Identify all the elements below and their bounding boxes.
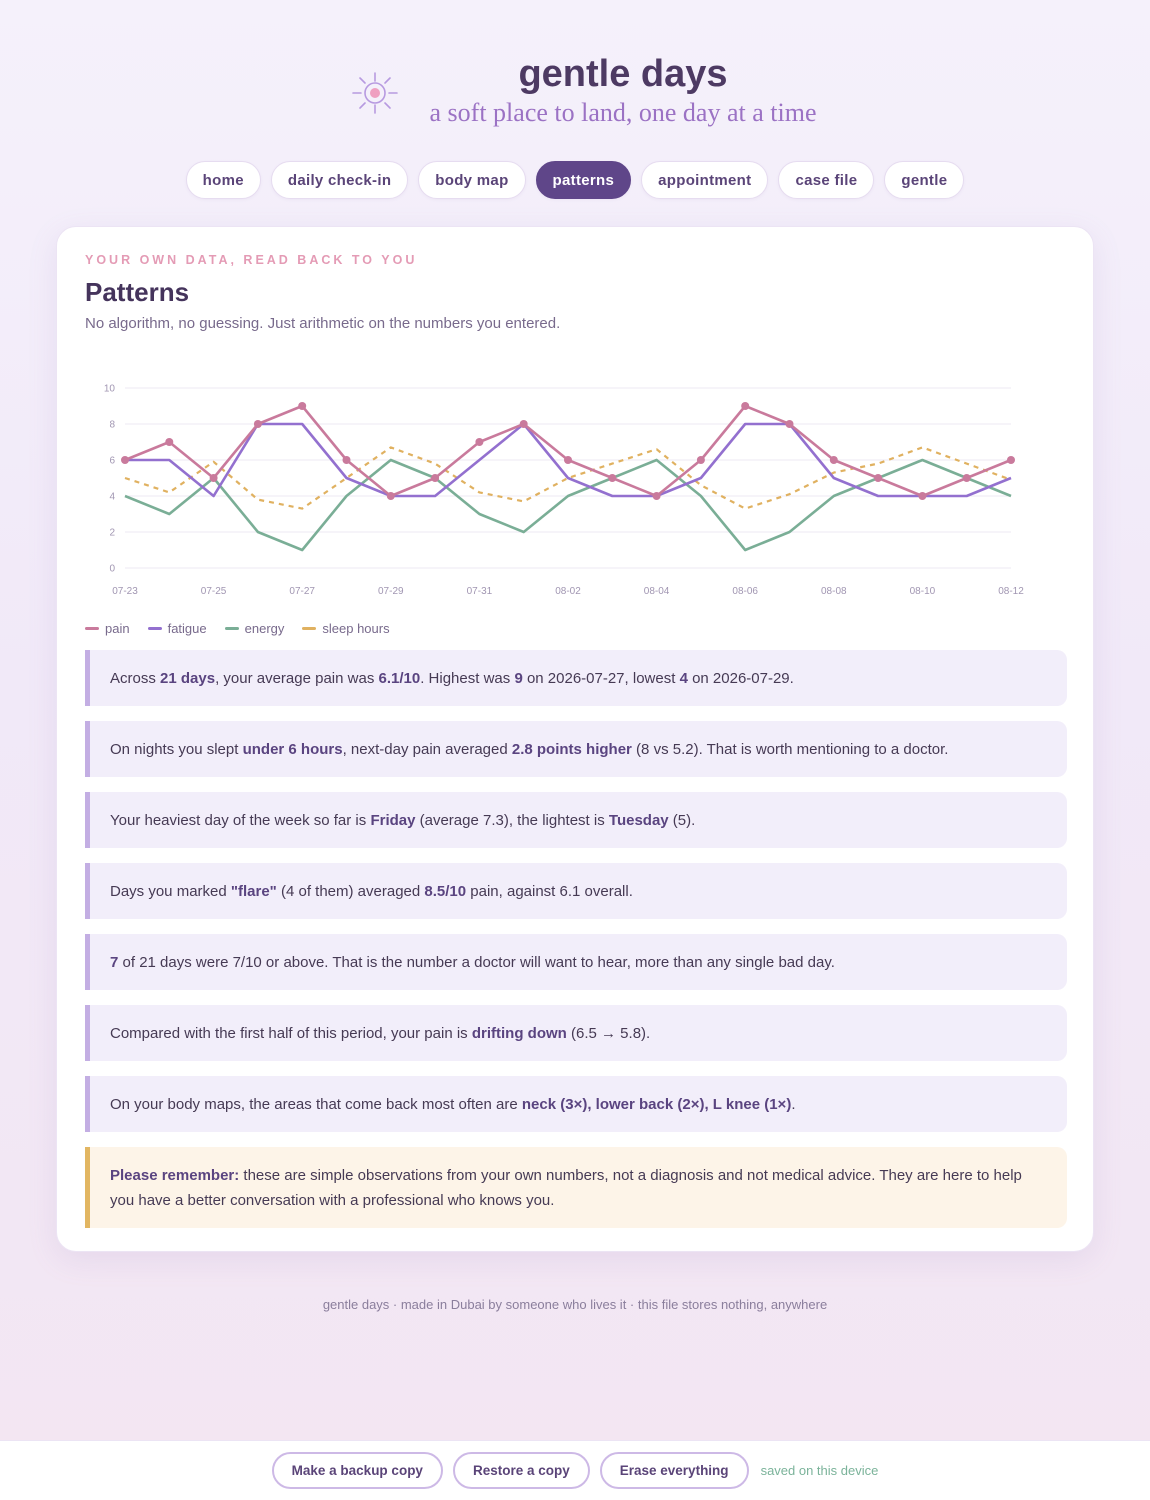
legend-label: pain [105, 621, 130, 636]
insight-text: Days you marked "flare" (4 of them) aver… [110, 882, 633, 900]
data-point [519, 420, 528, 428]
line-chart: 0 2 4 6 8 10 07-23 07-25 07-27 07-29 07-31 08-02 08-… [104, 384, 1024, 598]
insight-text: On nights you slept under 6 hours, next-… [110, 740, 949, 758]
data-point [564, 456, 572, 464]
data-point [253, 420, 262, 428]
app-title: gentle days [518, 53, 728, 95]
main-nav: home daily check-in body map patterns ap… [0, 161, 1150, 199]
reminder-callout: Please remember: these are simple observ… [85, 1147, 1067, 1228]
data-point [121, 456, 129, 464]
x-tick-label: 07-27 [289, 586, 315, 597]
x-tick-label: 08-04 [644, 586, 670, 597]
series-line-pain [124, 404, 1012, 498]
app-header: gentle days a soft place to land, one da… [0, 52, 1150, 132]
insight-card: Days you marked "flare" (4 of them) aver… [85, 863, 1067, 919]
x-tick-label: 07-25 [201, 586, 227, 597]
legend-item: sleep hours [302, 621, 390, 636]
save-status: saved on this device [760, 1463, 879, 1478]
insight-card: Compared with the first half of this per… [85, 1005, 1067, 1061]
y-tick-label: 10 [104, 384, 116, 395]
data-point [1007, 456, 1015, 464]
data-point [298, 402, 307, 410]
x-tick-label: 08-08 [821, 586, 847, 597]
data-point [386, 492, 395, 500]
tab-gentle[interactable]: gentle [884, 161, 965, 199]
data-point [962, 474, 971, 482]
bottom-action-bar: Make a backup copy Restore a copy Erase … [0, 1440, 1150, 1500]
y-tick-label: 6 [109, 456, 115, 467]
data-point [652, 492, 661, 500]
y-tick-label: 2 [109, 528, 115, 539]
x-tick-label: 08-06 [732, 586, 758, 597]
page-title: Patterns [85, 277, 190, 307]
insights-list: Across 21 days, your average pain was 6.… [85, 650, 1067, 1243]
series-line-sleep-hours [124, 446, 1012, 510]
insight-text: 7 of 21 days were 7/10 or above. That is… [110, 953, 835, 971]
legend-swatch [85, 627, 99, 630]
tab-daily-check-in[interactable]: daily check-in [270, 161, 409, 199]
data-point [741, 402, 750, 410]
data-point [785, 420, 794, 428]
legend-label: sleep hours [322, 621, 390, 636]
insight-text: Across 21 days, your average pain was 6.… [110, 669, 794, 687]
legend-swatch [224, 627, 239, 630]
chart-legend: pain fatigue energy sleep hours [85, 621, 390, 636]
page-description: No algorithm, no guessing. Just arithmet… [85, 315, 561, 332]
series-line-energy [124, 458, 1012, 552]
data-point [475, 438, 484, 446]
data-point [608, 474, 617, 482]
legend-swatch [302, 627, 317, 630]
y-tick-label: 0 [109, 564, 115, 575]
patterns-card: YOUR OWN DATA, READ BACK TO YOU Patterns… [56, 226, 1094, 1252]
data-point [165, 438, 174, 446]
x-tick-label: 07-23 [112, 586, 138, 597]
patterns-chart: 0 2 4 6 8 10 07-23 07-25 07-27 07-29 07-31 08-02 08-… [85, 367, 1045, 607]
legend-item: pain [85, 621, 130, 636]
legend-item: fatigue [147, 621, 207, 636]
reminder-text: Please remember: these are simple observ… [110, 1166, 1022, 1209]
footer: gentle days · made in Dubai by someone w… [322, 1297, 828, 1312]
insight-card: On nights you slept under 6 hours, next-… [85, 721, 1067, 777]
x-tick-label: 08-12 [998, 586, 1024, 597]
tab-body-map[interactable]: body map [418, 161, 526, 199]
tab-appointment[interactable]: appointment [641, 161, 769, 199]
data-point [431, 474, 440, 482]
app-subtitle: a soft place to land, one day at a time [429, 98, 817, 127]
y-tick-label: 4 [109, 492, 115, 503]
insight-text: Your heaviest day of the week so far is … [110, 811, 696, 829]
erase-button[interactable]: Erase everything [599, 1452, 749, 1489]
insight-text: Compared with the first half of this per… [110, 1024, 651, 1042]
insight-text: On your body maps, the areas that come b… [110, 1095, 796, 1113]
insight-card: Across 21 days, your average pain was 6.… [85, 650, 1067, 706]
series-line-fatigue [125, 422, 1012, 498]
x-tick-label: 08-02 [555, 586, 581, 597]
data-point [874, 474, 883, 482]
data-point [918, 492, 927, 500]
restore-button[interactable]: Restore a copy [452, 1452, 590, 1489]
sun-icon [352, 72, 398, 114]
x-tick-label: 07-31 [467, 586, 493, 597]
legend-label: energy [244, 621, 285, 636]
insight-card: 7 of 21 days were 7/10 or above. That is… [85, 934, 1067, 990]
tab-patterns[interactable]: patterns [535, 161, 632, 199]
data-point [209, 474, 218, 482]
tab-home[interactable]: home [185, 161, 261, 199]
data-point [696, 456, 705, 464]
insight-card: On your body maps, the areas that come b… [85, 1076, 1067, 1132]
data-point [342, 456, 351, 464]
x-tick-label: 07-29 [378, 586, 404, 597]
section-eyebrow: YOUR OWN DATA, READ BACK TO YOU [85, 253, 418, 267]
legend-swatch [147, 627, 162, 630]
y-tick-label: 8 [109, 420, 115, 431]
insight-card: Your heaviest day of the week so far is … [85, 792, 1067, 848]
x-tick-label: 08-10 [910, 586, 936, 597]
backup-button[interactable]: Make a backup copy [271, 1452, 443, 1489]
legend-item: energy [224, 621, 285, 636]
legend-label: fatigue [167, 621, 207, 636]
data-point [829, 456, 838, 464]
tab-case-file[interactable]: case file [778, 161, 875, 199]
